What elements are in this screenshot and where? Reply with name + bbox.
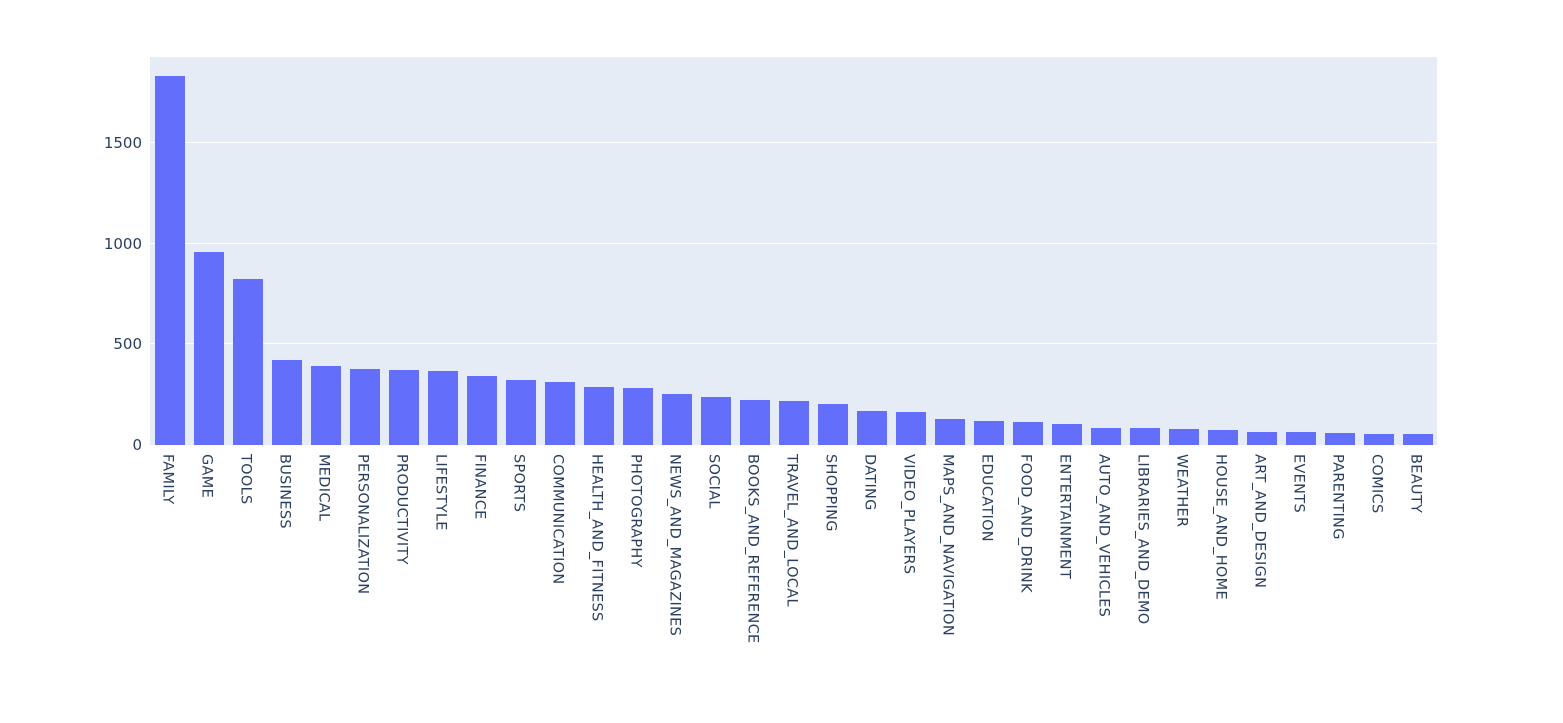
bar-art_and_design[interactable] <box>1246 432 1277 445</box>
bar-social[interactable] <box>700 396 731 445</box>
bar-photography[interactable] <box>622 388 653 445</box>
bar-auto_and_vehicles[interactable] <box>1090 427 1121 445</box>
x-tick-label-events: EVENTS <box>1290 454 1307 513</box>
bar-entertainment[interactable] <box>1051 424 1082 445</box>
x-tick-label-maps_and_navigation: MAPS_AND_NAVIGATION <box>939 454 956 636</box>
gridline-1500 <box>150 142 1437 144</box>
bar-communication[interactable] <box>544 381 575 445</box>
bar-family[interactable] <box>154 76 185 445</box>
x-tick-label-education: EDUCATION <box>978 454 995 542</box>
x-tick-label-sports: SPORTS <box>510 454 527 513</box>
x-tick-label-productivity: PRODUCTIVITY <box>393 454 410 565</box>
bar-events[interactable] <box>1285 432 1316 445</box>
x-tick-label-video_players: VIDEO_PLAYERS <box>900 454 917 575</box>
bar-beauty[interactable] <box>1402 434 1433 445</box>
y-tick-label-0: 0 <box>132 436 142 454</box>
x-tick-label-art_and_design: ART_AND_DESIGN <box>1251 454 1268 589</box>
y-tick-label-500: 500 <box>113 335 142 354</box>
bar-parenting[interactable] <box>1324 432 1355 445</box>
x-tick-label-weather: WEATHER <box>1173 454 1190 528</box>
gridline-1000 <box>150 242 1437 244</box>
bar-food_and_drink[interactable] <box>1012 422 1043 445</box>
bar-video_players[interactable] <box>895 412 926 445</box>
plot-area[interactable] <box>150 57 1437 445</box>
bar-travel_and_local[interactable] <box>778 400 809 445</box>
x-tick-label-dating: DATING <box>861 454 878 511</box>
x-tick-label-shopping: SHOPPING <box>822 454 839 532</box>
bar-personalization[interactable] <box>349 369 380 445</box>
bar-books_and_reference[interactable] <box>739 400 770 445</box>
x-tick-label-auto_and_vehicles: AUTO_AND_VEHICLES <box>1095 454 1112 618</box>
x-tick-label-social: SOCIAL <box>705 454 722 509</box>
bar-comics[interactable] <box>1363 433 1394 445</box>
bar-maps_and_navigation[interactable] <box>934 418 965 445</box>
bar-shopping[interactable] <box>817 404 848 445</box>
bar-news_and_magazines[interactable] <box>661 393 692 445</box>
y-tick-label-1500: 1500 <box>103 134 142 153</box>
x-tick-label-photography: PHOTOGRAPHY <box>627 454 644 568</box>
x-tick-label-lifestyle: LIFESTYLE <box>432 454 449 531</box>
x-tick-label-business: BUSINESS <box>276 454 293 529</box>
x-tick-label-health_and_fitness: HEALTH_AND_FITNESS <box>588 454 605 622</box>
bar-education[interactable] <box>973 421 1004 445</box>
bar-libraries_and_demo[interactable] <box>1129 428 1160 445</box>
bar-weather[interactable] <box>1168 429 1199 445</box>
bar-health_and_fitness[interactable] <box>583 387 614 445</box>
x-tick-label-beauty: BEAUTY <box>1407 454 1424 514</box>
x-tick-label-finance: FINANCE <box>471 454 488 520</box>
x-tick-label-family: FAMILY <box>159 454 176 505</box>
x-tick-label-travel_and_local: TRAVEL_AND_LOCAL <box>783 454 800 607</box>
bar-game[interactable] <box>193 252 224 445</box>
x-tick-label-personalization: PERSONALIZATION <box>354 454 371 595</box>
x-tick-label-tools: TOOLS <box>237 454 254 505</box>
gridline-500 <box>150 343 1437 345</box>
bar-tools[interactable] <box>232 278 263 445</box>
x-tick-label-food_and_drink: FOOD_AND_DRINK <box>1017 454 1034 593</box>
x-tick-label-libraries_and_demo: LIBRARIES_AND_DEMO <box>1134 454 1151 625</box>
bar-finance[interactable] <box>466 375 497 445</box>
x-tick-label-news_and_magazines: NEWS_AND_MAGAZINES <box>666 454 683 637</box>
x-tick-label-communication: COMMUNICATION <box>549 454 566 585</box>
bar-medical[interactable] <box>310 365 341 445</box>
bar-dating[interactable] <box>856 410 887 445</box>
x-tick-label-entertainment: ENTERTAINMENT <box>1056 454 1073 580</box>
y-tick-label-1000: 1000 <box>103 234 142 253</box>
x-tick-label-medical: MEDICAL <box>315 454 332 522</box>
bar-productivity[interactable] <box>388 369 419 445</box>
x-tick-label-house_and_home: HOUSE_AND_HOME <box>1212 454 1229 600</box>
x-tick-label-comics: COMICS <box>1368 454 1385 514</box>
bar-business[interactable] <box>271 360 302 445</box>
x-tick-label-parenting: PARENTING <box>1329 454 1346 540</box>
bar-sports[interactable] <box>505 379 536 445</box>
x-tick-label-game: GAME <box>198 454 215 499</box>
x-tick-label-books_and_reference: BOOKS_AND_REFERENCE <box>744 454 761 644</box>
bar-lifestyle[interactable] <box>427 370 458 445</box>
bar-house_and_home[interactable] <box>1207 430 1238 445</box>
